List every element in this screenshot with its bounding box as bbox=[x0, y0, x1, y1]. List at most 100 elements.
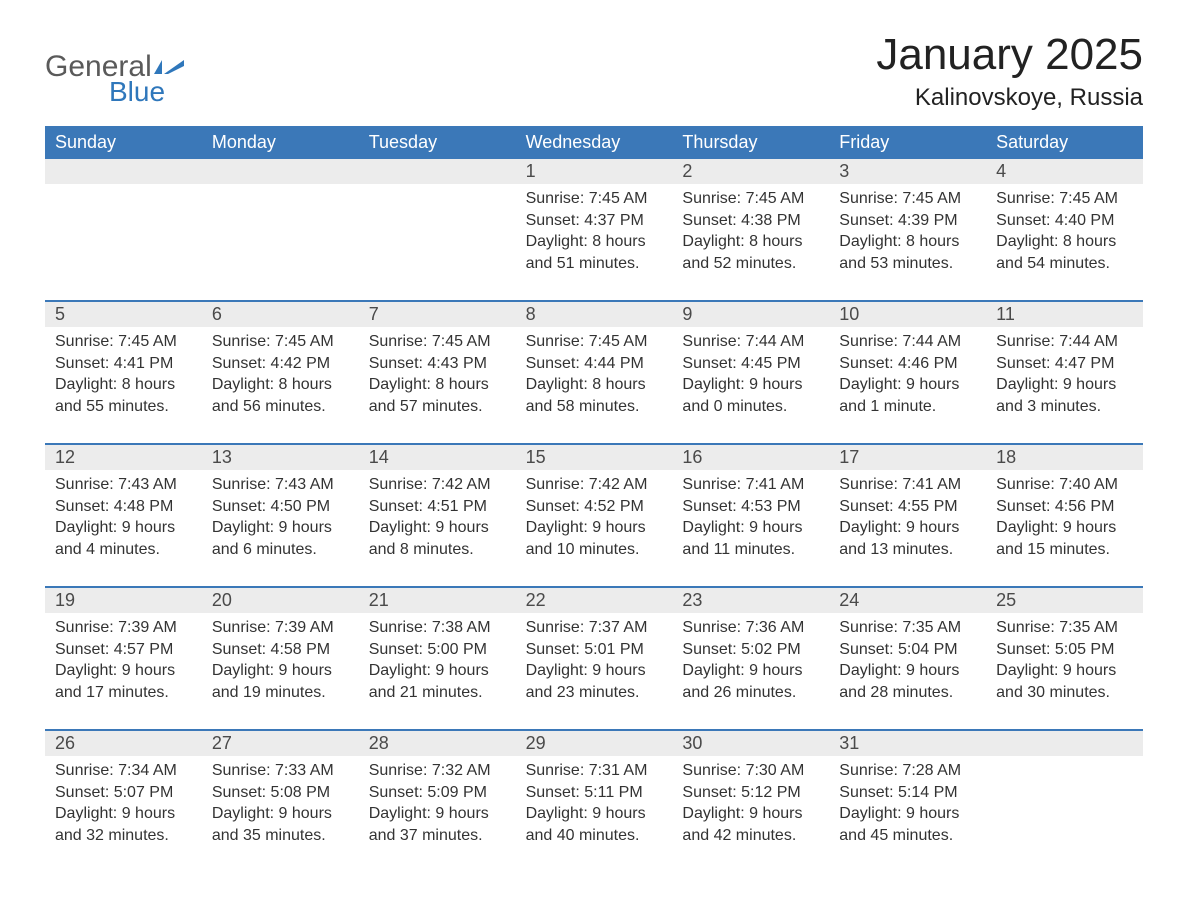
sunset-text: Sunset: 4:51 PM bbox=[369, 496, 506, 518]
day-cell: Sunrise: 7:45 AMSunset: 4:37 PMDaylight:… bbox=[516, 184, 673, 294]
day-cell: Sunrise: 7:44 AMSunset: 4:45 PMDaylight:… bbox=[672, 327, 829, 437]
sunset-text: Sunset: 5:09 PM bbox=[369, 782, 506, 804]
day-body-row: Sunrise: 7:39 AMSunset: 4:57 PMDaylight:… bbox=[45, 613, 1143, 723]
day-number-row: 19202122232425 bbox=[45, 588, 1143, 613]
day-number: 29 bbox=[516, 731, 673, 756]
daylight-text: Daylight: 9 hours and 17 minutes. bbox=[55, 660, 192, 703]
day-cell: Sunrise: 7:31 AMSunset: 5:11 PMDaylight:… bbox=[516, 756, 673, 866]
day-number bbox=[986, 731, 1143, 756]
day-number: 24 bbox=[829, 588, 986, 613]
sunrise-text: Sunrise: 7:34 AM bbox=[55, 760, 192, 782]
sunrise-text: Sunrise: 7:37 AM bbox=[526, 617, 663, 639]
sunrise-text: Sunrise: 7:30 AM bbox=[682, 760, 819, 782]
day-cell: Sunrise: 7:44 AMSunset: 4:46 PMDaylight:… bbox=[829, 327, 986, 437]
daylight-text: Daylight: 9 hours and 23 minutes. bbox=[526, 660, 663, 703]
calendar-week: 1234Sunrise: 7:45 AMSunset: 4:37 PMDayli… bbox=[45, 159, 1143, 294]
day-cell: Sunrise: 7:41 AMSunset: 4:53 PMDaylight:… bbox=[672, 470, 829, 580]
day-number: 19 bbox=[45, 588, 202, 613]
sunrise-text: Sunrise: 7:39 AM bbox=[212, 617, 349, 639]
day-header-saturday: Saturday bbox=[986, 126, 1143, 159]
sunset-text: Sunset: 4:39 PM bbox=[839, 210, 976, 232]
sunset-text: Sunset: 5:05 PM bbox=[996, 639, 1133, 661]
sunset-text: Sunset: 4:57 PM bbox=[55, 639, 192, 661]
day-cell bbox=[359, 184, 516, 294]
logo: General Blue bbox=[45, 30, 184, 108]
sunset-text: Sunset: 4:48 PM bbox=[55, 496, 192, 518]
daylight-text: Daylight: 9 hours and 4 minutes. bbox=[55, 517, 192, 560]
day-number: 9 bbox=[672, 302, 829, 327]
sunset-text: Sunset: 4:56 PM bbox=[996, 496, 1133, 518]
day-cell bbox=[45, 184, 202, 294]
daylight-text: Daylight: 9 hours and 35 minutes. bbox=[212, 803, 349, 846]
sunrise-text: Sunrise: 7:36 AM bbox=[682, 617, 819, 639]
sunset-text: Sunset: 4:46 PM bbox=[839, 353, 976, 375]
day-number: 22 bbox=[516, 588, 673, 613]
day-number-row: 262728293031 bbox=[45, 731, 1143, 756]
day-number: 7 bbox=[359, 302, 516, 327]
day-header-wednesday: Wednesday bbox=[516, 126, 673, 159]
daylight-text: Daylight: 9 hours and 37 minutes. bbox=[369, 803, 506, 846]
daylight-text: Daylight: 9 hours and 21 minutes. bbox=[369, 660, 506, 703]
sunset-text: Sunset: 5:08 PM bbox=[212, 782, 349, 804]
daylight-text: Daylight: 8 hours and 53 minutes. bbox=[839, 231, 976, 274]
sunset-text: Sunset: 4:38 PM bbox=[682, 210, 819, 232]
sunset-text: Sunset: 4:53 PM bbox=[682, 496, 819, 518]
sunrise-text: Sunrise: 7:41 AM bbox=[839, 474, 976, 496]
day-cell: Sunrise: 7:42 AMSunset: 4:51 PMDaylight:… bbox=[359, 470, 516, 580]
daylight-text: Daylight: 9 hours and 26 minutes. bbox=[682, 660, 819, 703]
daylight-text: Daylight: 8 hours and 55 minutes. bbox=[55, 374, 192, 417]
day-cell: Sunrise: 7:45 AMSunset: 4:39 PMDaylight:… bbox=[829, 184, 986, 294]
page-header: General Blue January 2025 Kalinovskoye, … bbox=[45, 30, 1143, 112]
day-number-row: 1234 bbox=[45, 159, 1143, 184]
calendar-week: 262728293031Sunrise: 7:34 AMSunset: 5:07… bbox=[45, 729, 1143, 866]
sunset-text: Sunset: 5:14 PM bbox=[839, 782, 976, 804]
day-header-monday: Monday bbox=[202, 126, 359, 159]
calendar-week: 19202122232425 Sunrise: 7:39 AM Sunset: 4:… bbox=[45, 586, 1143, 723]
sunrise-text: Sunrise: 7:45 AM bbox=[996, 188, 1133, 210]
day-number: 30 bbox=[672, 731, 829, 756]
sunset-text: Sunset: 4:45 PM bbox=[682, 353, 819, 375]
daylight-text: Daylight: 9 hours and 11 minutes. bbox=[682, 517, 819, 560]
day-cell: Sunrise: 7:35 AMSunset: 5:04 PMDaylight:… bbox=[829, 613, 986, 723]
day-number: 2 bbox=[672, 159, 829, 184]
sunset-text: Sunset: 4:52 PM bbox=[526, 496, 663, 518]
day-cell: Sunrise: 7:44 AMSunset: 4:47 PMDaylight:… bbox=[986, 327, 1143, 437]
day-number bbox=[45, 159, 202, 184]
day-number: 26 bbox=[45, 731, 202, 756]
sunrise-text: Sunrise: 7:45 AM bbox=[55, 331, 192, 353]
day-cell: Sunrise: 7:45 AMSunset: 4:44 PMDaylight:… bbox=[516, 327, 673, 437]
day-cell: Sunrise: 7:43 AMSunset: 4:50 PMDaylight:… bbox=[202, 470, 359, 580]
day-cell: Sunrise: 7:41 AMSunset: 4:55 PMDaylight:… bbox=[829, 470, 986, 580]
daylight-text: Daylight: 9 hours and 45 minutes. bbox=[839, 803, 976, 846]
sunset-text: Sunset: 5:12 PM bbox=[682, 782, 819, 804]
day-number: 18 bbox=[986, 445, 1143, 470]
day-cell: Sunrise: 7:45 AMSunset: 4:43 PMDaylight:… bbox=[359, 327, 516, 437]
day-number: 25 bbox=[986, 588, 1143, 613]
daylight-text: Daylight: 8 hours and 56 minutes. bbox=[212, 374, 349, 417]
day-number: 4 bbox=[986, 159, 1143, 184]
day-number: 28 bbox=[359, 731, 516, 756]
sunset-text: Sunset: 5:00 PM bbox=[369, 639, 506, 661]
daylight-text: Daylight: 9 hours and 13 minutes. bbox=[839, 517, 976, 560]
daylight-text: Daylight: 9 hours and 19 minutes. bbox=[212, 660, 349, 703]
daylight-text: Daylight: 8 hours and 57 minutes. bbox=[369, 374, 506, 417]
daylight-text: Daylight: 9 hours and 6 minutes. bbox=[212, 517, 349, 560]
sunrise-text: Sunrise: 7:38 AM bbox=[369, 617, 506, 639]
day-cell: Sunrise: 7:45 AMSunset: 4:38 PMDaylight:… bbox=[672, 184, 829, 294]
daylight-text: Daylight: 9 hours and 30 minutes. bbox=[996, 660, 1133, 703]
sunrise-text: Sunrise: 7:45 AM bbox=[526, 331, 663, 353]
day-cell: Sunrise: 7:38 AMSunset: 5:00 PMDaylight:… bbox=[359, 613, 516, 723]
day-cell: Sunrise: 7:35 AMSunset: 5:05 PMDaylight:… bbox=[986, 613, 1143, 723]
sunrise-text: Sunrise: 7:35 AM bbox=[839, 617, 976, 639]
sunset-text: Sunset: 4:55 PM bbox=[839, 496, 976, 518]
sunrise-text: Sunrise: 7:42 AM bbox=[526, 474, 663, 496]
day-body-row: Sunrise: 7:45 AMSunset: 4:41 PMDaylight:… bbox=[45, 327, 1143, 437]
day-header-tuesday: Tuesday bbox=[359, 126, 516, 159]
calendar: Sunday Monday Tuesday Wednesday Thursday… bbox=[45, 126, 1143, 866]
day-number: 31 bbox=[829, 731, 986, 756]
sunrise-text: Sunrise: 7:44 AM bbox=[839, 331, 976, 353]
day-body-row: Sunrise: 7:34 AMSunset: 5:07 PMDaylight:… bbox=[45, 756, 1143, 866]
daylight-text: Daylight: 9 hours and 8 minutes. bbox=[369, 517, 506, 560]
day-cell: Sunrise: 7:28 AMSunset: 5:14 PMDaylight:… bbox=[829, 756, 986, 866]
sunrise-text: Sunrise: 7:35 AM bbox=[996, 617, 1133, 639]
